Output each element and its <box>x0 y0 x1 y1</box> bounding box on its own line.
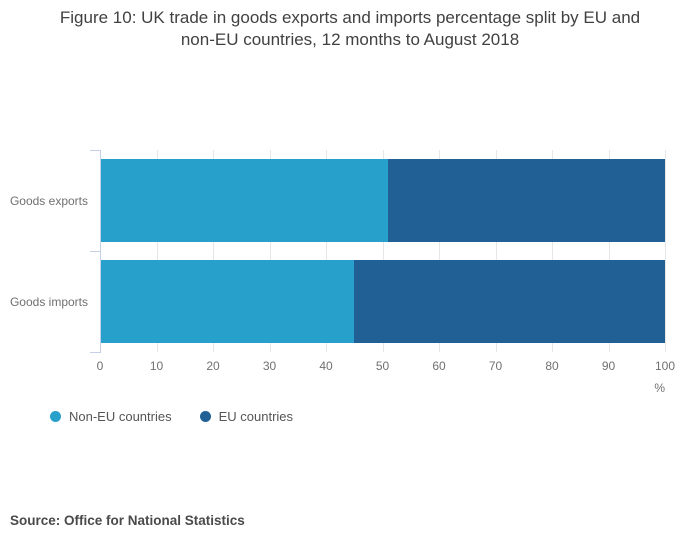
source-note: Source: Office for National Statistics <box>10 513 245 528</box>
gridline-100 <box>665 150 666 352</box>
gridline-50 <box>382 150 384 352</box>
legend-dot-non-eu-countries <box>50 411 61 422</box>
x-axis-unit-label: % <box>654 381 665 395</box>
gridline-70 <box>495 150 497 352</box>
bar-segment-goods-exports-non-eu-countries[interactable] <box>100 159 389 242</box>
legend-dot-eu-countries <box>199 411 211 422</box>
bar-segment-goods-imports-non-eu-countries[interactable] <box>100 260 355 343</box>
y-axis-tick-2 <box>90 352 100 353</box>
gridline-60 <box>439 150 440 352</box>
x-tick-label-20: 20 <box>206 359 220 373</box>
x-tick-label-90: 90 <box>601 359 616 373</box>
category-label-goods-exports: Goods exports <box>9 193 88 208</box>
gridline-40 <box>326 150 327 352</box>
chart-title: Figure 10: UK trade in goods exports and… <box>59 8 641 49</box>
x-tick-label-100: 100 <box>654 359 676 373</box>
x-tick-label-10: 10 <box>149 359 164 373</box>
category-label-goods-imports: Goods imports <box>9 294 88 309</box>
x-tick-label-50: 50 <box>375 359 390 373</box>
x-tick-label-70: 70 <box>488 359 503 373</box>
legend-item-eu-countries[interactable]: EU countries <box>199 409 294 424</box>
legend-label: Non-EU countries <box>69 409 172 424</box>
x-tick-label-40: 40 <box>319 359 333 373</box>
gridline-10 <box>156 150 158 352</box>
gridline-30 <box>269 150 271 352</box>
y-axis-tick-1 <box>90 251 100 252</box>
x-tick-label-80: 80 <box>545 359 559 373</box>
x-tick-label-0: 0 <box>96 359 104 373</box>
x-tick-label-30: 30 <box>262 359 277 373</box>
gridline-90 <box>608 150 610 352</box>
legend-label: EU countries <box>218 409 294 424</box>
legend-item-non-eu-countries[interactable]: Non-EU countries <box>50 409 172 424</box>
x-tick-label-60: 60 <box>432 359 446 373</box>
bar-segment-goods-exports-eu-countries[interactable] <box>388 159 665 242</box>
gridline-80 <box>552 150 553 352</box>
legend: Non-EU countries EU countries <box>50 409 293 424</box>
y-axis-tick-0 <box>90 150 100 151</box>
bar-segment-goods-imports-eu-countries[interactable] <box>354 260 665 343</box>
gridline-20 <box>213 150 214 352</box>
y-axis-line <box>100 150 101 353</box>
